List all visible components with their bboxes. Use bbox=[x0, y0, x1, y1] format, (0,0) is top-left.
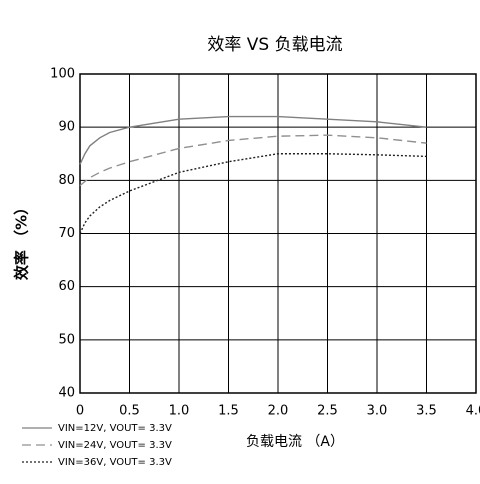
x-tick-label: 2.5 bbox=[317, 404, 338, 419]
x-tick-label: 2.0 bbox=[268, 404, 289, 419]
x-tick-label: 1.5 bbox=[218, 404, 239, 419]
y-tick-label: 100 bbox=[50, 67, 75, 82]
x-tick-label: 0.5 bbox=[119, 404, 140, 419]
series-line bbox=[79, 134, 427, 187]
y-tick-label: 40 bbox=[58, 386, 75, 401]
series-line bbox=[79, 153, 427, 234]
y-tick-label: 50 bbox=[58, 332, 75, 347]
legend-label: VIN=12V, VOUT= 3.3V bbox=[58, 423, 172, 434]
x-tick-label: 3.5 bbox=[416, 404, 437, 419]
series-line bbox=[79, 115, 427, 165]
chart-title: 效率 VS 负载电流 bbox=[207, 35, 342, 55]
x-tick-label: 1.0 bbox=[169, 404, 190, 419]
x-tick-label: 4.0 bbox=[466, 404, 480, 419]
y-tick-label: 80 bbox=[58, 173, 75, 188]
y-tick-label: 70 bbox=[58, 226, 75, 241]
y-tick-label: 60 bbox=[58, 279, 75, 294]
legend-label: VIN=24V, VOUT= 3.3V bbox=[58, 440, 172, 451]
x-axis-label: 负载电流 （A） bbox=[246, 434, 344, 450]
legend-label: VIN=36V, VOUT= 3.3V bbox=[58, 457, 172, 468]
y-axis-label: 效率 （%） bbox=[13, 200, 31, 280]
x-tick-label: 0 bbox=[76, 404, 84, 419]
x-tick-label: 3.0 bbox=[367, 404, 388, 419]
y-tick-label: 90 bbox=[58, 120, 75, 135]
